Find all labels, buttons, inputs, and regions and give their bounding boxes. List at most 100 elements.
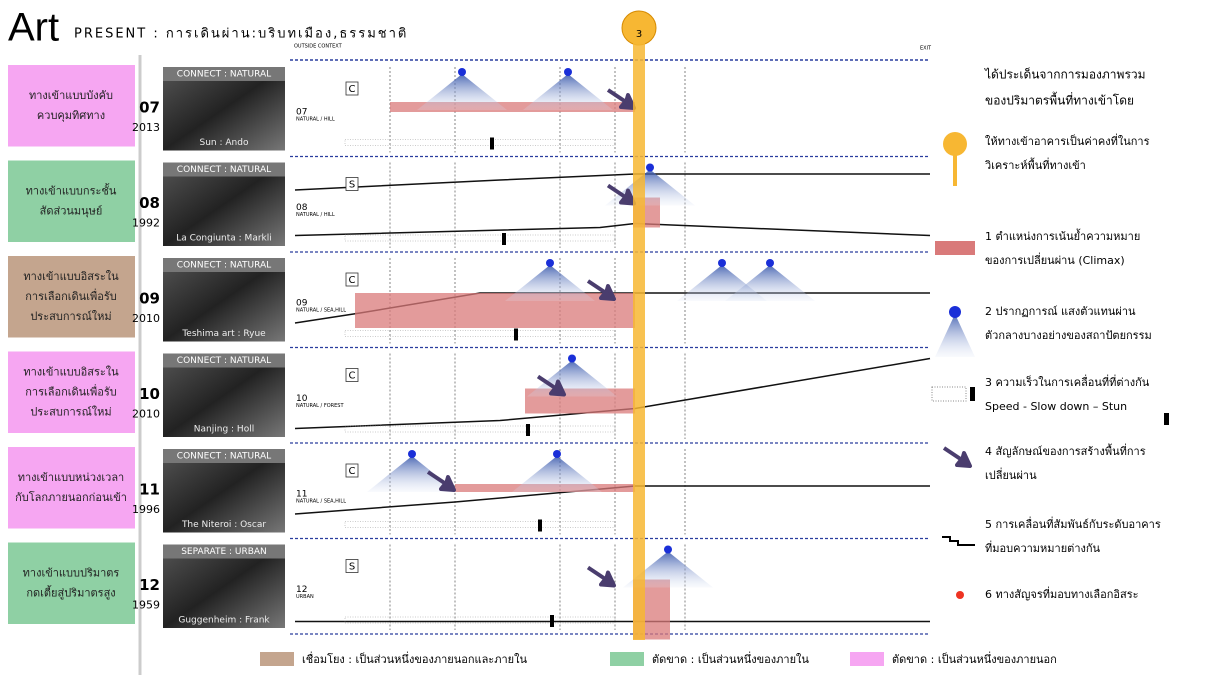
mark-letter: C bbox=[349, 371, 356, 382]
category-text: ทางเข้าแบบอิสระใน bbox=[23, 365, 119, 378]
row-year: 1959 bbox=[132, 599, 160, 612]
sym-speed bbox=[931, 386, 967, 402]
light-cone bbox=[417, 74, 507, 110]
category-text: กดเตี้ยสู่ปริมาตรสูง bbox=[26, 584, 115, 599]
context-label: NATURAL / FOREST bbox=[296, 403, 344, 409]
row-number: 11 bbox=[139, 481, 160, 499]
legend-swatch bbox=[260, 652, 294, 666]
photo-tag: CONNECT : NATURAL bbox=[177, 70, 271, 80]
row-year: 2010 bbox=[132, 312, 160, 325]
legend-text: ตัวกลางบางอย่างของสถาปัตยกรรม bbox=[985, 329, 1152, 342]
mark-box bbox=[345, 272, 359, 287]
transition-arrow bbox=[586, 565, 616, 588]
row-year: 2010 bbox=[132, 408, 160, 421]
photo-caption: Sun : Ando bbox=[200, 138, 249, 148]
legend-text: Speed - Slow down – Stun bbox=[985, 400, 1127, 413]
light-star bbox=[564, 68, 572, 76]
row-number-small: 11 bbox=[296, 490, 307, 500]
title: PRESENT : การเดินผ่าน:บริบทเมือง,ธรรมชาต… bbox=[74, 26, 408, 42]
light-star bbox=[718, 259, 726, 267]
light-cone bbox=[523, 74, 613, 110]
legend-text: 6 ทางสัญจรที่มอบทางเลือกอิสระ bbox=[985, 586, 1139, 601]
context-label: NATURAL / SEA,HILL bbox=[296, 499, 346, 505]
sym-levels bbox=[942, 536, 975, 546]
photo-tag: SEPARATE : URBAN bbox=[181, 547, 267, 557]
photo-caption: Teshima art : Ryue bbox=[181, 329, 266, 339]
photo-tag-bg bbox=[163, 67, 285, 81]
row-number: 07 bbox=[139, 99, 160, 117]
speed-strip bbox=[344, 330, 616, 337]
category-text: ทางเข้าแบบหน่วงเวลา bbox=[18, 471, 124, 484]
row-year: 1992 bbox=[132, 217, 160, 230]
row-number-small: 10 bbox=[296, 394, 308, 404]
stun-mark bbox=[502, 233, 506, 245]
category-text: กับโลกภายนอกก่อนเข้า bbox=[15, 490, 127, 504]
legend-text: 4 สัญลักษณ์ของการสร้างพื้นที่การ bbox=[985, 443, 1146, 458]
light-cone bbox=[367, 456, 457, 492]
ground-line bbox=[294, 173, 930, 191]
category-text: สัดส่วนมนุษย์ bbox=[40, 204, 103, 217]
light-star bbox=[568, 354, 576, 363]
context-label: NATURAL / HILL bbox=[296, 117, 335, 123]
context-label: URBAN bbox=[296, 594, 314, 600]
mark-box bbox=[345, 463, 359, 478]
light-star bbox=[408, 450, 416, 458]
stun-mark bbox=[514, 328, 518, 341]
context-label: NATURAL / HILL bbox=[296, 212, 335, 218]
photo-tag: CONNECT : NATURAL bbox=[177, 356, 271, 366]
row-number-small: 07 bbox=[296, 108, 307, 118]
legend-text: วิเคราะห์พื้นที่ทางเข้า bbox=[984, 157, 1086, 172]
transition-arrow bbox=[426, 470, 456, 492]
photo-tag-bg bbox=[163, 353, 285, 368]
photo-tag-bg bbox=[163, 544, 285, 559]
light-star bbox=[766, 259, 774, 267]
bottom-legend-text: ตัดขาด : เป็นส่วนหนึ่งของภายนอก bbox=[892, 651, 1057, 666]
photo-tag-bg bbox=[163, 449, 285, 463]
row-number-small: 08 bbox=[296, 203, 308, 213]
row-year: 2013 bbox=[132, 121, 160, 134]
speed-strip bbox=[344, 616, 616, 624]
mark-letter: S bbox=[349, 180, 355, 191]
legend-intro: ของปริมาตรพื้นที่ทางเข้าโดย bbox=[985, 92, 1134, 108]
stun-mark bbox=[538, 519, 542, 532]
legend-text: 2 ปรากฏการณ์ แสงตัวแทนผ่าน bbox=[985, 305, 1136, 318]
legend-text: เปลี่ยนผ่าน bbox=[985, 467, 1037, 482]
mark-box bbox=[345, 177, 359, 191]
speed-strip bbox=[344, 521, 616, 528]
speed-strip bbox=[344, 234, 616, 242]
legend-text: 3 ความเร็วในการเคลื่อนที่ที่ต่างกัน bbox=[985, 374, 1150, 389]
sym-stun bbox=[970, 387, 975, 401]
light-cone bbox=[725, 265, 815, 301]
mark-box bbox=[345, 368, 359, 382]
row-year: 1996 bbox=[132, 503, 160, 516]
sym-light bbox=[935, 314, 975, 357]
category-box bbox=[8, 256, 135, 338]
category-text: ควบคุมทิศทาง bbox=[37, 109, 105, 122]
photo-caption: Nanjing : Holl bbox=[194, 425, 254, 435]
bottom-legend-text: ตัดขาด : เป็นส่วนหนึ่งของภายใน bbox=[652, 651, 809, 666]
exit-label: EXIT bbox=[920, 46, 932, 52]
light-star bbox=[646, 163, 654, 172]
photo-tag-bg bbox=[163, 162, 285, 177]
photo-caption: La Congiunta : Markli bbox=[176, 234, 272, 244]
row-number: 12 bbox=[139, 576, 160, 594]
legend-text: ของการเปลี่ยนผ่าน (Climax) bbox=[985, 252, 1125, 267]
legend-swatch bbox=[610, 652, 644, 666]
light-star bbox=[458, 68, 466, 76]
mark-letter: S bbox=[349, 562, 355, 573]
photo-tag-bg bbox=[163, 258, 285, 272]
legend-text: ที่มอบความหมายต่างกัน bbox=[985, 540, 1101, 555]
sym-entrance bbox=[943, 132, 967, 156]
category-text: ทางเข้าแบบกระชั้น bbox=[26, 182, 117, 197]
photo-tag: CONNECT : NATURAL bbox=[177, 452, 271, 462]
climax-zone bbox=[355, 293, 635, 328]
sym-star bbox=[949, 306, 961, 318]
light-cone bbox=[527, 360, 617, 397]
category-text: การเลือกเดินเพื่อรับ bbox=[25, 383, 116, 398]
speed-strip bbox=[344, 425, 616, 433]
stun-mark bbox=[550, 615, 554, 627]
stun-mark bbox=[490, 137, 494, 150]
sym-arrow bbox=[942, 446, 972, 468]
transition-arrow bbox=[606, 183, 636, 206]
transition-arrow bbox=[606, 88, 636, 110]
